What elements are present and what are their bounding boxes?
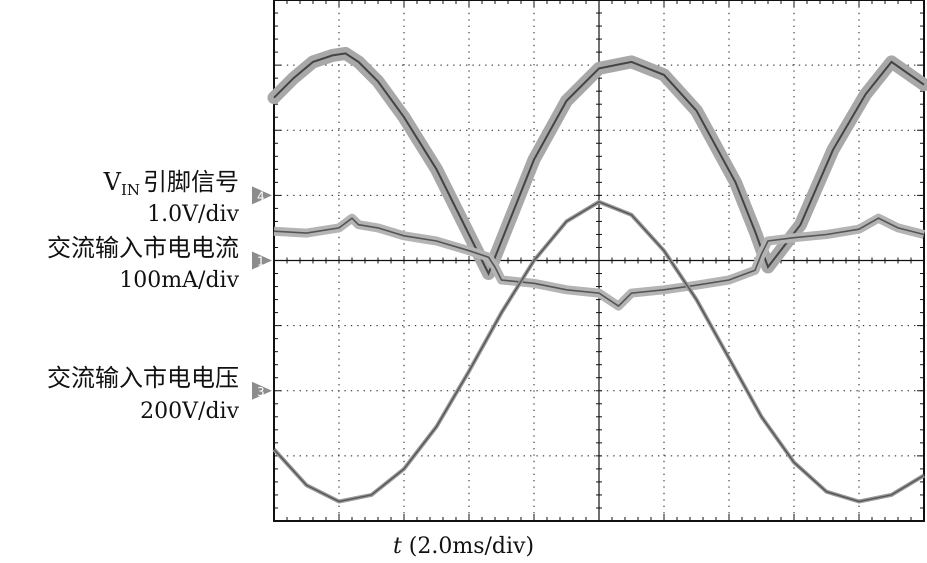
channel-3-marker-label: 3 [257, 385, 265, 399]
channel-4-marker [252, 186, 272, 205]
ac-mains-current-label: 交流输入市电电流 [47, 234, 239, 262]
ac-mains-current-trace [273, 217, 925, 308]
ac-mains-voltage-trace [273, 201, 925, 503]
channel-1-marker [252, 251, 272, 270]
ac-mains-voltage-label: 交流输入市电电压 [47, 364, 239, 392]
trace-group [267, 46, 927, 504]
channel-1-marker-label: 1 [257, 255, 265, 269]
channel-4-marker-label: 4 [257, 189, 265, 203]
vin-pin-scale-label: 1.0V/div [147, 202, 239, 227]
ac-mains-voltage-scale-label: 200V/div [140, 399, 239, 424]
x-axis-label: t (2.0ms/div) [392, 534, 535, 559]
ac-mains-current-scale-label: 100mA/div [119, 268, 239, 293]
vin-pin-signal-trace [273, 52, 925, 276]
vin-pin-signal-label: VIN 引脚信号 [103, 168, 239, 199]
channel-3-marker [252, 381, 272, 400]
channel-marker-group: 4 1 3 [252, 186, 272, 400]
